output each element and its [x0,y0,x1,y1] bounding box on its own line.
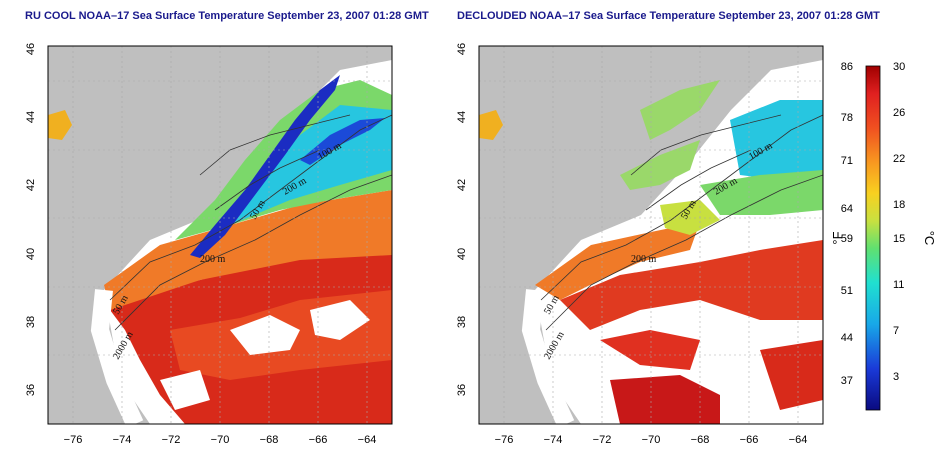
lat-tick: 42 [25,179,37,191]
right-hot-patch-3 [760,340,823,410]
left-lon-ticks: −76 −74 −72 −70 −68 −66 −64 [64,434,377,446]
colorbar-c-label: 30 [893,61,905,73]
lon-tick: −76 [64,434,83,446]
right-lat-ticks: 36 38 40 42 44 46 [456,43,468,396]
lat-tick: 44 [25,111,37,123]
colorbar-c-label: 18 [893,199,905,211]
lat-tick: 38 [25,316,37,328]
lon-tick: −74 [113,434,132,446]
left-lat-ticks: 36 38 40 42 44 46 [25,43,37,396]
right-lon-ticks: −76 −74 −72 −70 −68 −66 −64 [495,434,808,446]
right-hot-patch-1 [600,330,700,370]
left-warm-blob [48,110,72,140]
lon-tick: −64 [358,434,377,446]
lat-tick: 36 [25,384,37,396]
lat-tick: 40 [456,248,468,260]
right-grid [479,46,823,424]
colorbar-f-label: 78 [841,112,853,124]
lon-tick: −74 [544,434,563,446]
left-cloud-2 [310,300,370,340]
right-hot-band [560,240,823,330]
lat-tick: 46 [456,43,468,55]
left-map-frame [47,45,393,425]
left-contour-2000 [114,174,392,331]
colorbar-c-label: 11 [893,279,904,291]
left-contour-label: 200 m [200,254,226,265]
left-warm-shelf [104,190,392,310]
right-contour-50 [645,149,752,211]
right-mild-east [700,170,823,215]
lon-tick: −68 [691,434,710,446]
colorbar-c-label: 15 [893,233,905,245]
right-map-frame [478,45,824,425]
right-contour-label: 200 m [631,254,657,265]
left-cloud-3 [160,370,210,410]
lon-tick: −70 [211,434,230,446]
colorbar-f-unit: °F [830,231,845,244]
right-warm-blob [479,110,503,140]
right-panel-title: DECLOUDED NOAA–17 Sea Surface Temperatur… [457,10,880,22]
left-contour-50 [214,149,321,211]
lon-tick: −66 [740,434,759,446]
right-shelf-strip [521,289,575,424]
right-mild-mid [620,140,700,190]
right-cool-region [730,100,823,180]
right-contour-100 [630,114,782,176]
lon-tick: −70 [642,434,661,446]
left-cold-streak [190,75,340,258]
colorbar-f-label: 64 [841,203,853,215]
right-contour-200 [540,114,823,301]
lon-tick: −68 [260,434,279,446]
colorbar-f-label: 37 [841,375,853,387]
colorbar-c-label: 3 [893,371,899,383]
left-panel-title: RU COOL NOAA–17 Sea Surface Temperature … [25,10,429,22]
lon-tick: −66 [309,434,328,446]
colorbar-f-label: 86 [841,61,853,73]
lat-tick: 38 [456,316,468,328]
colorbar-f-labels: 86 78 71 64 59 51 44 37 [841,61,853,387]
lat-tick: 40 [25,248,37,260]
right-warm-yellow [660,200,720,235]
colorbar: 86 78 71 64 59 51 44 37 30 26 22 18 15 1… [830,61,937,411]
lon-tick: −64 [789,434,808,446]
right-warm-shelf [535,222,700,300]
right-map: 100 m 200 m 50 m 200 m 50 m 2000 m −76 −… [456,43,824,446]
colorbar-f-label: 51 [841,285,853,297]
left-contour-100 [199,114,351,176]
left-cloud-1 [230,315,300,355]
lon-tick: −76 [495,434,514,446]
left-grid [48,46,392,424]
colorbar-c-labels: 30 26 22 18 15 11 7 3 [893,61,905,383]
colorbar-f-label: 71 [841,155,853,167]
lat-tick: 36 [456,384,468,396]
right-hot-patch-2 [610,375,720,424]
lat-tick: 46 [25,43,37,55]
left-cold-streak-2 [300,118,385,165]
left-shelf-strip [90,289,144,424]
colorbar-f-label: 44 [841,332,853,344]
right-mild-north [640,80,720,140]
colorbar-c-label: 22 [893,153,905,165]
colorbar-c-label: 7 [893,325,899,337]
left-map: 100 m 200 m 50 m 200 m 50 m 2000 m −76 −… [25,43,393,446]
lat-tick: 44 [456,111,468,123]
lat-tick: 42 [456,179,468,191]
right-contour-2000 [545,174,823,331]
colorbar-c-unit: °C [922,231,937,246]
lon-tick: −72 [162,434,181,446]
left-contour-200 [109,114,392,301]
colorbar-c-label: 26 [893,107,905,119]
colorbar-gradient [865,65,881,411]
lon-tick: −72 [593,434,612,446]
colorbar-f-label: 59 [841,233,853,245]
